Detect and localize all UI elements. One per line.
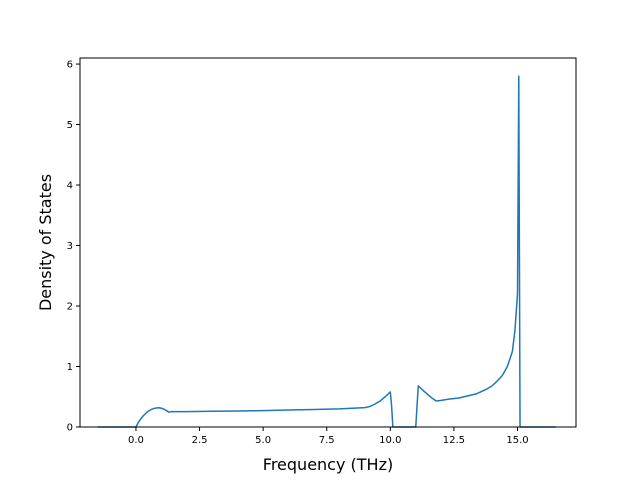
series-layer xyxy=(97,75,556,428)
y-tick-label: 2 xyxy=(67,302,73,313)
y-tick-label: 3 xyxy=(67,241,73,252)
x-axis-ticks: 0.0 2.5 5.0 7.5 10.0 12.5 15.0 xyxy=(128,427,529,446)
x-tick-label: 7.5 xyxy=(319,435,335,446)
plot-background xyxy=(80,58,576,427)
y-axis-label: Density of States xyxy=(36,174,55,311)
x-tick-label: 5.0 xyxy=(255,435,271,446)
y-tick-label: 0 xyxy=(67,423,73,434)
x-tick-label: 12.5 xyxy=(443,435,465,446)
x-tick-label: 10.0 xyxy=(379,435,401,446)
y-tick-label: 6 xyxy=(67,60,73,71)
x-tick-label: 0.0 xyxy=(128,435,144,446)
x-axis-label: Frequency (THz) xyxy=(263,455,393,474)
x-tick-label: 15.0 xyxy=(506,435,528,446)
series-line-0 xyxy=(97,75,556,428)
y-tick-label: 1 xyxy=(67,362,73,373)
y-tick-label: 5 xyxy=(67,120,73,131)
plot-frame xyxy=(79,57,577,428)
y-tick-label: 4 xyxy=(67,181,73,192)
y-axis-ticks: 0 1 2 3 4 5 6 xyxy=(67,60,80,434)
x-tick-label: 2.5 xyxy=(192,435,208,446)
